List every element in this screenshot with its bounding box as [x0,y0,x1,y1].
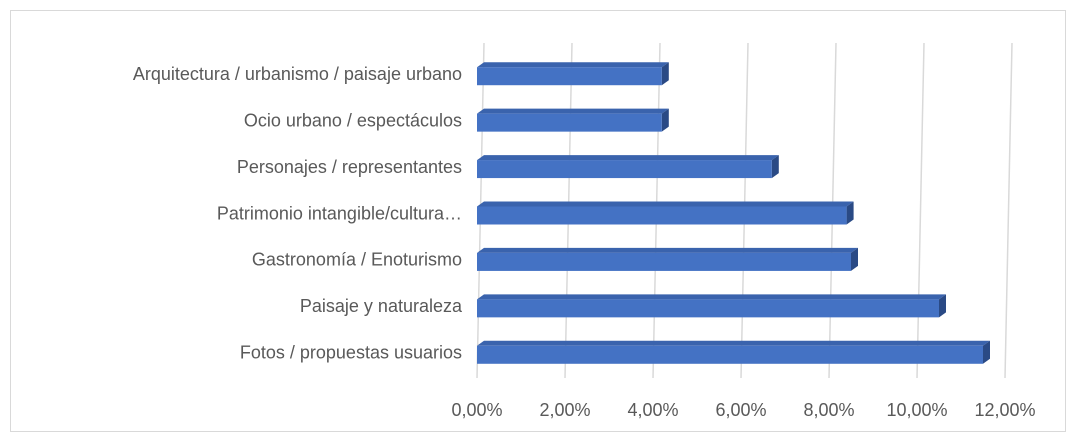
bar-side [939,294,946,318]
x-tick-label: 2,00% [539,400,590,420]
y-tick-label: Fotos / propuestas usuarios [240,343,462,363]
bar [477,67,662,86]
bar [477,206,847,225]
x-tick-label: 10,00% [886,400,947,420]
bar [477,113,662,132]
x-tick-label: 0,00% [451,400,502,420]
bar-side [846,201,854,225]
grid-line [1004,42,1013,379]
bar [477,160,772,179]
bar-top [477,108,669,114]
bar-side [661,108,669,132]
bar [477,252,851,271]
bar-side [771,155,779,179]
bar [477,345,983,364]
bar-top [477,62,669,68]
bar-top [477,294,946,300]
y-tick-label: Paisaje y naturaleza [300,296,463,316]
y-tick-label: Arquitectura / urbanismo / paisaje urban… [133,64,462,84]
bar-side [661,62,669,86]
bar-top [477,155,779,161]
bar-side [983,340,990,364]
bar-top [477,340,990,346]
x-tick-label: 4,00% [627,400,678,420]
bar-top [477,201,854,207]
y-tick-label: Ocio urbano / espectáculos [244,110,462,130]
y-tick-label: Personajes / representantes [237,157,462,177]
bar [477,299,939,318]
x-tick-label: 12,00% [974,400,1035,420]
y-tick-label: Patrimonio intangible/cultura… [217,203,462,223]
x-tick-label: 6,00% [715,400,766,420]
y-tick-label: Gastronomía / Enoturismo [252,250,462,270]
grid-line [916,42,925,379]
x-tick-label: 8,00% [803,400,854,420]
bar-top [477,247,858,253]
bar-side [851,247,858,271]
